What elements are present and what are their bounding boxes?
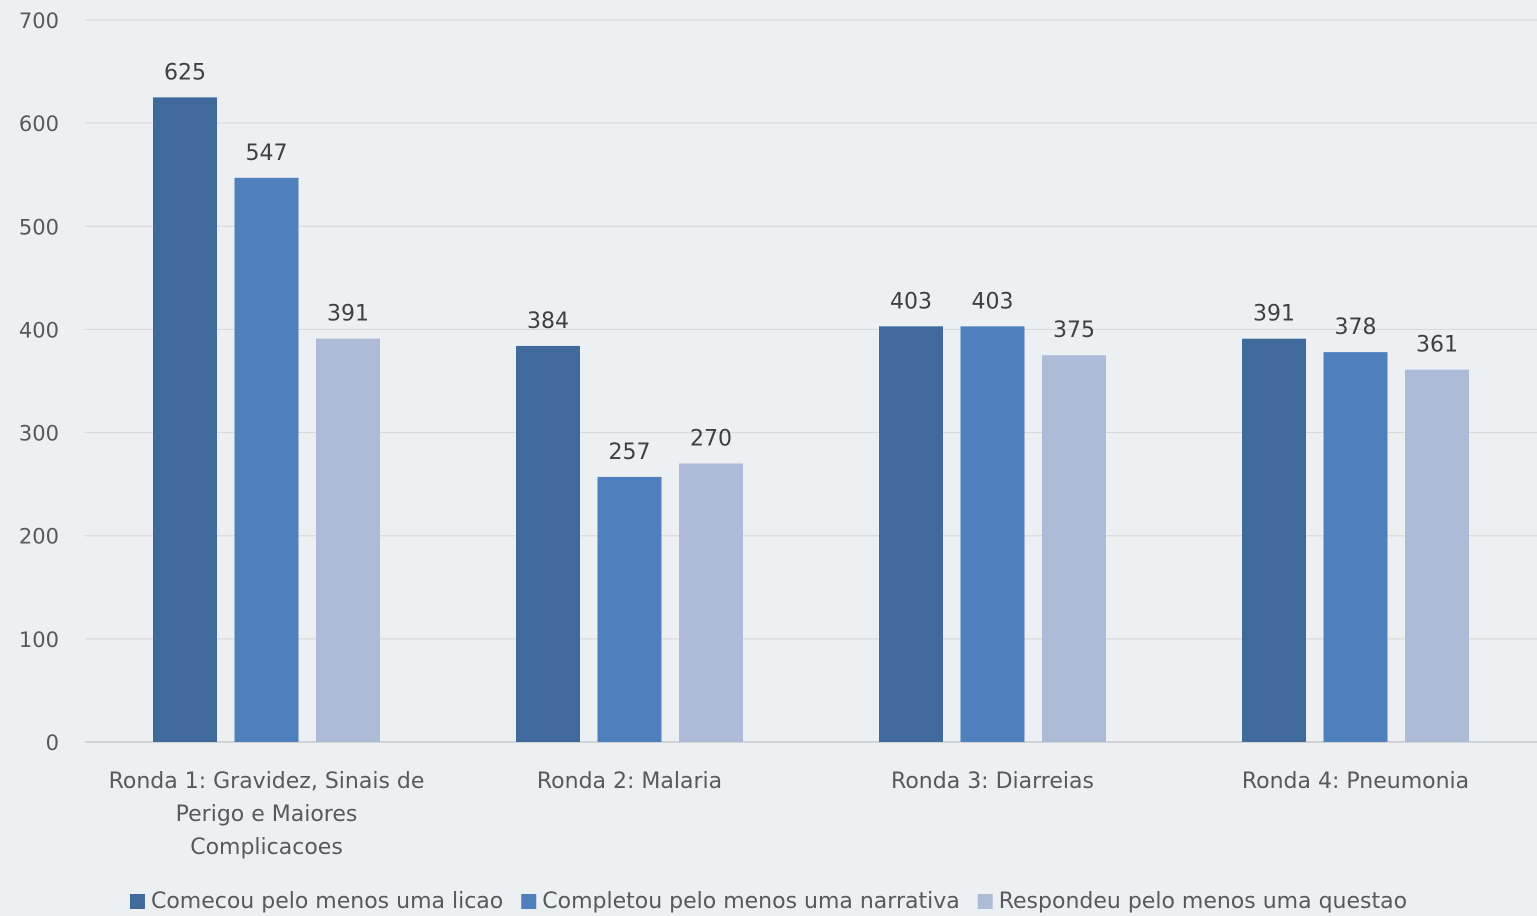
data-label: 257 bbox=[609, 440, 651, 465]
legend-swatch bbox=[129, 894, 145, 909]
y-tick-label: 200 bbox=[19, 525, 59, 549]
bar bbox=[1405, 369, 1469, 742]
bar bbox=[960, 326, 1025, 742]
legend-item: Completou pelo menos uma narrativa bbox=[521, 889, 960, 914]
bar bbox=[1242, 338, 1306, 742]
bar bbox=[316, 338, 380, 742]
bar bbox=[679, 463, 743, 742]
y-tick-label: 300 bbox=[19, 422, 59, 446]
data-label: 625 bbox=[164, 60, 206, 85]
y-tick-label: 500 bbox=[19, 215, 59, 239]
data-labels: 625 547 391 384 257 270 403 403 375 391 378 361 bbox=[164, 60, 1458, 465]
gridlines bbox=[85, 19, 1537, 743]
legend-swatch bbox=[521, 894, 537, 909]
y-axis: 0 100 200 300 400 500 600 700 bbox=[19, 9, 59, 755]
legend-item: Comecou pelo menos uma licao bbox=[129, 889, 503, 914]
x-category-label: Ronda 1: Gravidez, Sinais de bbox=[109, 769, 425, 794]
bar bbox=[879, 326, 943, 742]
bar bbox=[516, 345, 580, 742]
bar bbox=[153, 97, 217, 743]
bar bbox=[1323, 352, 1388, 742]
bar-series bbox=[153, 97, 1469, 743]
data-label: 361 bbox=[1416, 333, 1458, 358]
legend-label: Completou pelo menos uma narrativa bbox=[542, 889, 959, 914]
x-axis: Ronda 1: Gravidez, Sinais de Perigo e Mai… bbox=[109, 769, 1470, 860]
data-label: 378 bbox=[1335, 315, 1377, 340]
bar bbox=[234, 177, 299, 742]
y-tick-label: 400 bbox=[19, 318, 59, 342]
data-label: 403 bbox=[890, 289, 932, 314]
data-label: 391 bbox=[327, 302, 369, 327]
legend-item: Respondeu pelo menos uma questao bbox=[977, 889, 1407, 914]
y-tick-label: 600 bbox=[19, 112, 59, 136]
x-category-label: Complicacoes bbox=[190, 835, 343, 860]
bar bbox=[597, 476, 662, 742]
legend-label: Comecou pelo menos uma licao bbox=[151, 889, 503, 914]
data-label: 391 bbox=[1253, 302, 1295, 327]
data-label: 403 bbox=[972, 289, 1014, 314]
legend-label: Respondeu pelo menos uma questao bbox=[999, 889, 1407, 914]
y-tick-label: 700 bbox=[19, 9, 59, 33]
data-label: 547 bbox=[246, 141, 288, 166]
data-label: 384 bbox=[527, 309, 569, 334]
x-category-label: Ronda 4: Pneumonia bbox=[1242, 769, 1469, 794]
y-tick-label: 0 bbox=[46, 731, 59, 755]
data-label: 375 bbox=[1053, 318, 1095, 343]
data-label: 270 bbox=[690, 427, 732, 452]
bar bbox=[1042, 355, 1106, 742]
x-category-label: Ronda 2: Malaria bbox=[537, 769, 722, 794]
y-tick-label: 100 bbox=[19, 628, 59, 652]
x-category-label: Ronda 3: Diarreias bbox=[891, 769, 1094, 794]
legend-swatch bbox=[977, 894, 993, 909]
legend: Comecou pelo menos uma licao Completou pe… bbox=[129, 889, 1407, 914]
x-category-label: Perigo e Maiores bbox=[176, 802, 358, 827]
